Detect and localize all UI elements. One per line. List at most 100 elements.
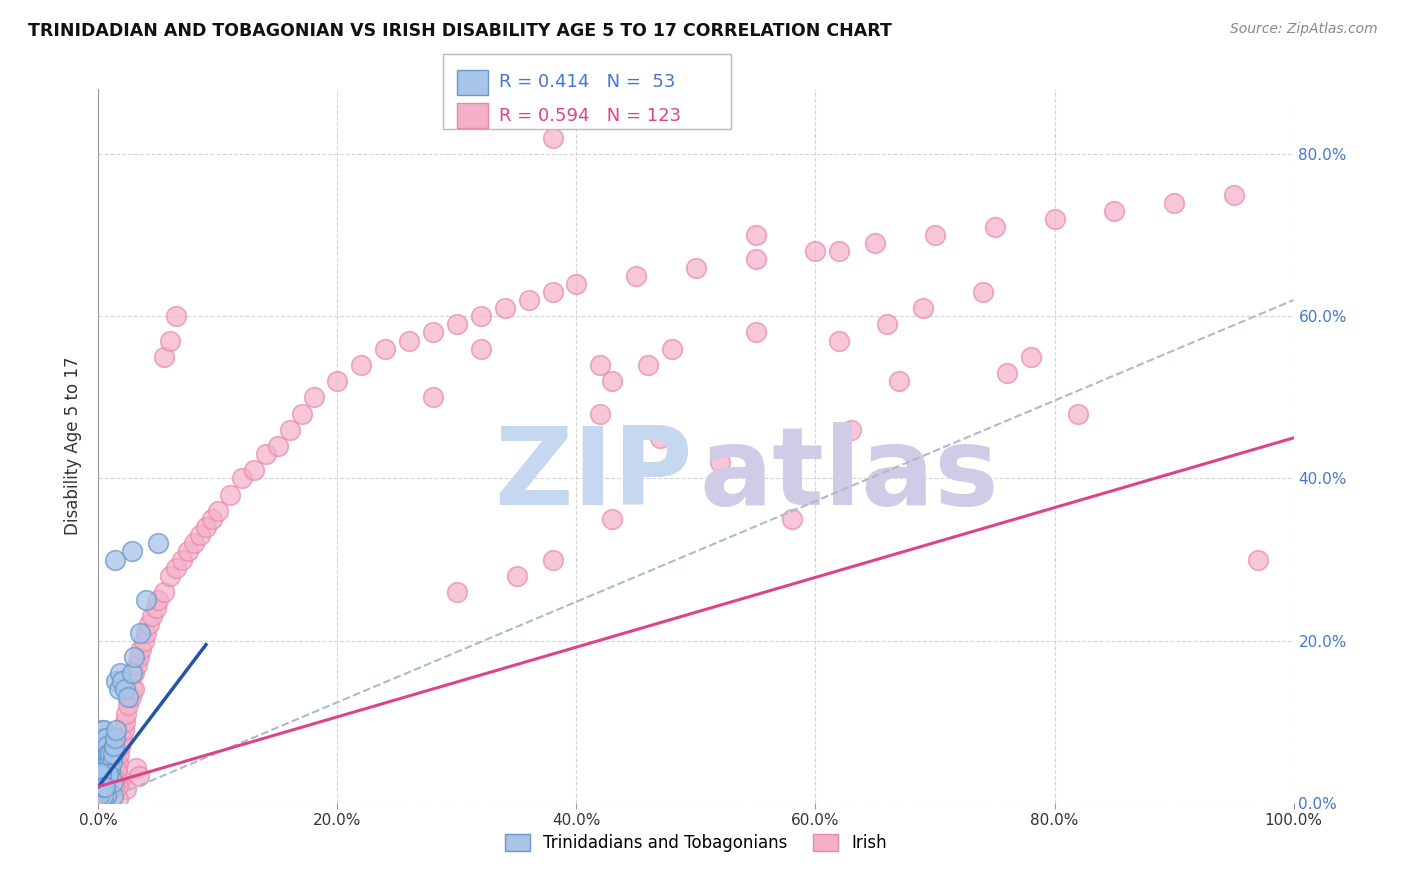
Point [93, 786, 115, 800]
Text: R = 0.594   N = 123: R = 0.594 N = 123 [499, 107, 682, 125]
Point [120, 690, 142, 705]
Point [93, 788, 115, 802]
Point [302, 390, 325, 404]
Point [648, 431, 672, 445]
Point [94, 780, 117, 794]
Point [114, 714, 136, 729]
Point [446, 318, 468, 332]
Point [494, 301, 516, 315]
Point [90, 780, 112, 794]
Point [94, 764, 117, 779]
Point [94, 761, 117, 775]
Point [841, 423, 863, 437]
Point [114, 682, 136, 697]
Point [131, 641, 153, 656]
Point [94, 764, 117, 778]
Point [93, 788, 115, 802]
Point [103, 772, 125, 786]
Point [91, 791, 114, 805]
Point [602, 374, 624, 388]
Point [89, 779, 111, 793]
Point [148, 593, 170, 607]
Text: ZIP: ZIP [494, 422, 692, 527]
Point [398, 334, 420, 348]
Point [100, 756, 122, 770]
Point [96, 772, 118, 786]
Point [422, 326, 444, 340]
Point [911, 301, 934, 315]
Point [98, 780, 121, 794]
Point [90, 771, 112, 785]
Point [90, 789, 112, 804]
Point [709, 455, 731, 469]
Point [91, 772, 114, 786]
Point [1104, 203, 1126, 218]
Point [100, 780, 122, 794]
Point [148, 536, 170, 550]
Point [89, 765, 111, 780]
Point [90, 783, 112, 797]
Text: TRINIDADIAN AND TOBAGONIAN VS IRISH DISABILITY AGE 5 TO 17 CORRELATION CHART: TRINIDADIAN AND TOBAGONIAN VS IRISH DISA… [28, 22, 891, 40]
Point [98, 772, 121, 786]
Point [91, 780, 114, 795]
Point [91, 777, 114, 791]
Point [93, 772, 115, 786]
Point [97, 779, 120, 793]
Point [135, 625, 157, 640]
Point [91, 764, 114, 778]
Point [98, 771, 121, 785]
Point [105, 764, 128, 778]
Point [661, 342, 683, 356]
Point [91, 757, 114, 772]
Point [291, 407, 314, 421]
Point [104, 731, 127, 745]
Point [103, 756, 125, 770]
Point [602, 512, 624, 526]
Point [91, 780, 114, 794]
Point [105, 674, 128, 689]
Point [121, 682, 143, 697]
Point [89, 780, 111, 794]
Point [100, 754, 122, 768]
Point [177, 544, 200, 558]
Point [90, 766, 112, 780]
Point [89, 783, 111, 797]
Point [91, 756, 114, 770]
Point [101, 789, 124, 803]
Point [91, 723, 114, 737]
Point [98, 780, 122, 794]
Point [101, 747, 124, 761]
Point [1247, 552, 1270, 566]
Point [91, 789, 114, 804]
Point [90, 772, 112, 786]
Point [446, 585, 468, 599]
Point [93, 772, 115, 786]
Point [1043, 211, 1066, 226]
Point [96, 756, 118, 770]
Point [97, 780, 120, 794]
Point [94, 780, 117, 794]
Point [780, 512, 803, 526]
Point [89, 772, 111, 786]
Point [104, 552, 127, 566]
Point [98, 772, 122, 786]
Point [172, 552, 194, 566]
Point [97, 764, 120, 778]
Point [145, 601, 167, 615]
Point [589, 407, 612, 421]
Point [96, 776, 118, 790]
Point [94, 747, 117, 761]
Point [90, 788, 112, 802]
Point [91, 788, 114, 802]
Point [96, 764, 118, 778]
Point [90, 766, 112, 780]
Point [91, 756, 114, 770]
Point [96, 780, 118, 794]
Point [91, 747, 114, 761]
Point [278, 423, 301, 437]
Point [101, 775, 124, 789]
Point [94, 785, 117, 799]
Point [89, 780, 111, 794]
Point [101, 780, 124, 794]
Point [1067, 407, 1090, 421]
